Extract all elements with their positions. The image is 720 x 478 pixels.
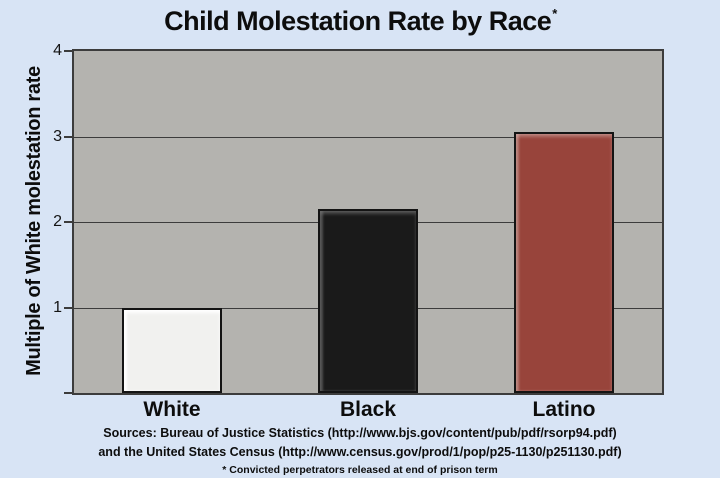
x-tick-label-latino: Latino — [532, 398, 596, 421]
chart-title: Child Molestation Rate by Race* — [0, 6, 720, 37]
bar-latino — [514, 132, 614, 393]
y-tick-mark-4 — [64, 50, 73, 52]
y-tick-mark-2 — [64, 221, 73, 223]
y-tick-mark-0 — [64, 392, 73, 394]
source-line-1: Sources: Bureau of Justice Statistics (h… — [103, 426, 617, 440]
plot-area — [72, 49, 664, 395]
bar-white — [122, 307, 222, 393]
gridline-3 — [74, 136, 662, 138]
y-tick-mark-3 — [64, 135, 73, 138]
x-tick-label-white: White — [143, 398, 201, 421]
footer: Sources: Bureau of Justice Statistics (h… — [0, 424, 720, 476]
chart-title-text: Child Molestation Rate by Race — [164, 6, 552, 36]
x-tick-label-black: Black — [339, 398, 397, 421]
y-tick-label-1: 1 — [53, 298, 62, 316]
footnote: * Convicted perpetrators released at end… — [222, 464, 498, 476]
y-tick-label-3: 3 — [53, 127, 62, 145]
source-line-2: and the United States Census (http://www… — [98, 445, 622, 459]
y-tick-label-4: 4 — [53, 42, 62, 59]
y-tick-mark-1 — [64, 306, 73, 309]
title-footnote-marker: * — [552, 6, 557, 21]
bar-black — [318, 209, 418, 393]
y-tick-label-2: 2 — [53, 213, 62, 230]
